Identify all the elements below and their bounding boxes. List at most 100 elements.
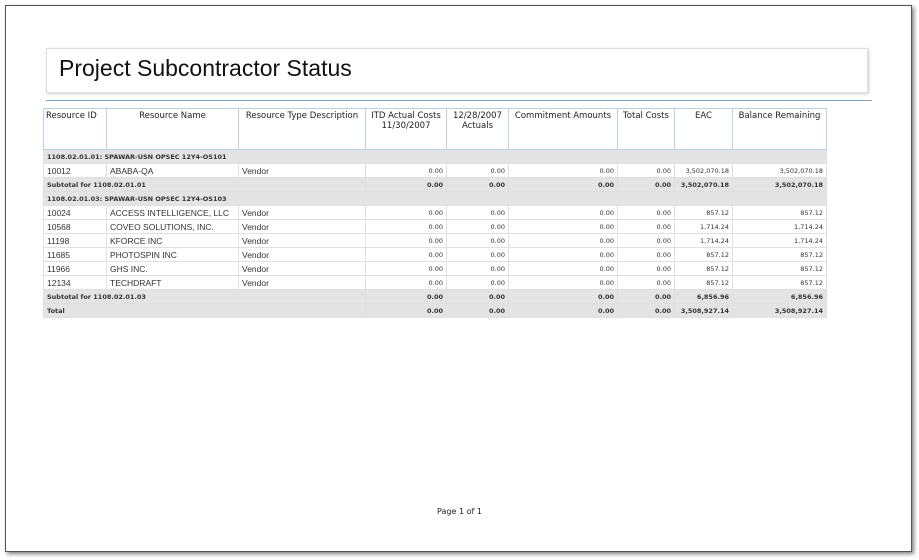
table-cell: COVEO SOLUTIONS, INC. — [106, 219, 239, 234]
table-cell: 0.00 — [508, 219, 618, 234]
table-cell: 3,502,070.18 — [732, 163, 827, 178]
column-header: Resource Name — [106, 108, 239, 150]
table-row: 10024 ACCESS INTELLIGENCE, LLC Vendor 0.00 0… — [43, 205, 827, 220]
table-cell: 12134 — [43, 275, 107, 290]
subtotal-row-value: 0.00 — [508, 289, 618, 304]
total-row-label: Total — [43, 303, 366, 318]
table-cell: PHOTOSPIN INC — [106, 247, 239, 262]
table-cell: 0.00 — [617, 219, 675, 234]
column-header: Resource Type Description — [238, 108, 366, 150]
table-cell: 0.00 — [446, 205, 509, 220]
table-cell: Vendor — [238, 233, 366, 248]
table-cell: 0.00 — [508, 275, 618, 290]
table-cell: 0.00 — [617, 261, 675, 276]
table-cell: 0.00 — [365, 261, 447, 276]
total-row-value: 0.00 — [617, 303, 675, 318]
table-cell: Vendor — [238, 261, 366, 276]
table-cell: ACCESS INTELLIGENCE, LLC — [106, 205, 239, 220]
column-header: Total Costs — [617, 108, 675, 150]
table-cell: 0.00 — [365, 219, 447, 234]
table-row: 11198 KFORCE INC Vendor 0.00 0.00 0.00 0.00 1,7… — [43, 233, 827, 248]
table-cell: 0.00 — [508, 205, 618, 220]
total-row-value: 0.00 — [508, 303, 618, 318]
table-cell: 10024 — [43, 205, 107, 220]
table-cell: 0.00 — [508, 261, 618, 276]
table-cell: KFORCE INC — [106, 233, 239, 248]
table-cell: ABABA-QA — [106, 163, 239, 178]
subtotal-row-value: 6,856.96 — [732, 289, 827, 304]
table-cell: 857.12 — [674, 275, 733, 290]
subtotal-row-value: 3,502,070.18 — [674, 177, 733, 192]
title-box: Project Subcontractor Status — [46, 48, 868, 93]
table-cell: 0.00 — [446, 163, 509, 178]
table-cell: 11685 — [43, 247, 107, 262]
table-cell: 1,714.24 — [674, 219, 733, 234]
page-title: Project Subcontractor Status — [59, 55, 352, 81]
table-cell: 0.00 — [617, 247, 675, 262]
table-cell: 857.12 — [732, 261, 827, 276]
table-cell: 0.00 — [365, 247, 447, 262]
total-row-value: 0.00 — [446, 303, 509, 318]
subtotal-row-value: 0.00 — [446, 289, 509, 304]
subtotal-row-value: 0.00 — [446, 177, 509, 192]
table-cell: 857.12 — [674, 247, 733, 262]
table-cell: 0.00 — [446, 275, 509, 290]
group-header-row: 1108.02.01.03: SPAWAR-USN OPSEC 12Y4-OS1… — [43, 191, 827, 206]
table-cell: 857.12 — [732, 247, 827, 262]
column-header: Balance Remaining — [732, 108, 827, 150]
table-cell: 1,714.24 — [732, 219, 827, 234]
table-cell: 0.00 — [446, 261, 509, 276]
subtotal-row-value: 0.00 — [508, 177, 618, 192]
table-cell: Vendor — [238, 219, 366, 234]
table-cell: 11966 — [43, 261, 107, 276]
subtotal-row-label: Subtotal for 1108.02.01.01 — [43, 177, 366, 192]
column-header: EAC — [674, 108, 733, 150]
group-label: 1108.02.01.01: SPAWAR-USN OPSEC 12Y4-OS1… — [43, 149, 827, 164]
table-cell: Vendor — [238, 205, 366, 220]
table-cell: 0.00 — [365, 205, 447, 220]
group-header-row: 1108.02.01.01: SPAWAR-USN OPSEC 12Y4-OS1… — [43, 149, 827, 164]
table-row: 10012 ABABA-QA Vendor 0.00 0.00 0.00 0.00 3,502… — [43, 163, 827, 178]
page-number: Page 1 of 1 — [437, 507, 482, 516]
column-header: Commitment Amounts — [508, 108, 618, 150]
table-cell: 0.00 — [446, 233, 509, 248]
table-row: 12134 TECHDRAFT Vendor 0.00 0.00 0.00 0.00 857.… — [43, 275, 827, 290]
table-cell: 1,714.24 — [732, 233, 827, 248]
total-row-value: 0.00 — [365, 303, 447, 318]
group-label: 1108.02.01.03: SPAWAR-USN OPSEC 12Y4-OS1… — [43, 191, 827, 206]
subtotal-row-value: 3,502,070.18 — [732, 177, 827, 192]
table-cell: 0.00 — [365, 275, 447, 290]
total-row: Total 0.00 0.00 0.00 0.00 3,508,927.14 3,508,9… — [43, 303, 827, 318]
table-cell: 0.00 — [617, 205, 675, 220]
subtotal-row-value: 0.00 — [365, 177, 447, 192]
table-cell: 0.00 — [617, 163, 675, 178]
table-cell: 0.00 — [617, 233, 675, 248]
subtotal-row-value: 0.00 — [617, 289, 675, 304]
table-cell: 0.00 — [365, 163, 447, 178]
table-cell: 0.00 — [508, 163, 618, 178]
table-cell: 3,502,070.18 — [674, 163, 733, 178]
subtotal-row-value: 6,856.96 — [674, 289, 733, 304]
table-cell: 857.12 — [674, 205, 733, 220]
subtotal-row-label: Subtotal for 1108.02.01.03 — [43, 289, 366, 304]
table-cell: 10568 — [43, 219, 107, 234]
table-cell: GHS INC. — [106, 261, 239, 276]
table-cell: 11198 — [43, 233, 107, 248]
table-cell: 0.00 — [508, 247, 618, 262]
table-cell: Vendor — [238, 163, 366, 178]
total-row-value: 3,508,927.14 — [732, 303, 827, 318]
table-cell: TECHDRAFT — [106, 275, 239, 290]
table-cell: 0.00 — [446, 247, 509, 262]
table-cell: 1,714.24 — [674, 233, 733, 248]
column-header: Resource ID — [43, 108, 107, 150]
subtotal-row: Subtotal for 1108.02.01.03 0.00 0.00 0.00 0.… — [43, 289, 827, 304]
column-header: 12/28/2007 Actuals — [446, 108, 509, 150]
table-cell: Vendor — [238, 275, 366, 290]
table-row: 11966 GHS INC. Vendor 0.00 0.00 0.00 0.00 857.1… — [43, 261, 827, 276]
table-cell: 857.12 — [732, 275, 827, 290]
table-cell: 857.12 — [674, 261, 733, 276]
table-cell: 0.00 — [446, 219, 509, 234]
subtotal-row: Subtotal for 1108.02.01.01 0.00 0.00 0.00 0.… — [43, 177, 827, 192]
divider — [46, 100, 872, 101]
header-row: Resource ID Resource Name Resource Type De… — [43, 108, 827, 150]
